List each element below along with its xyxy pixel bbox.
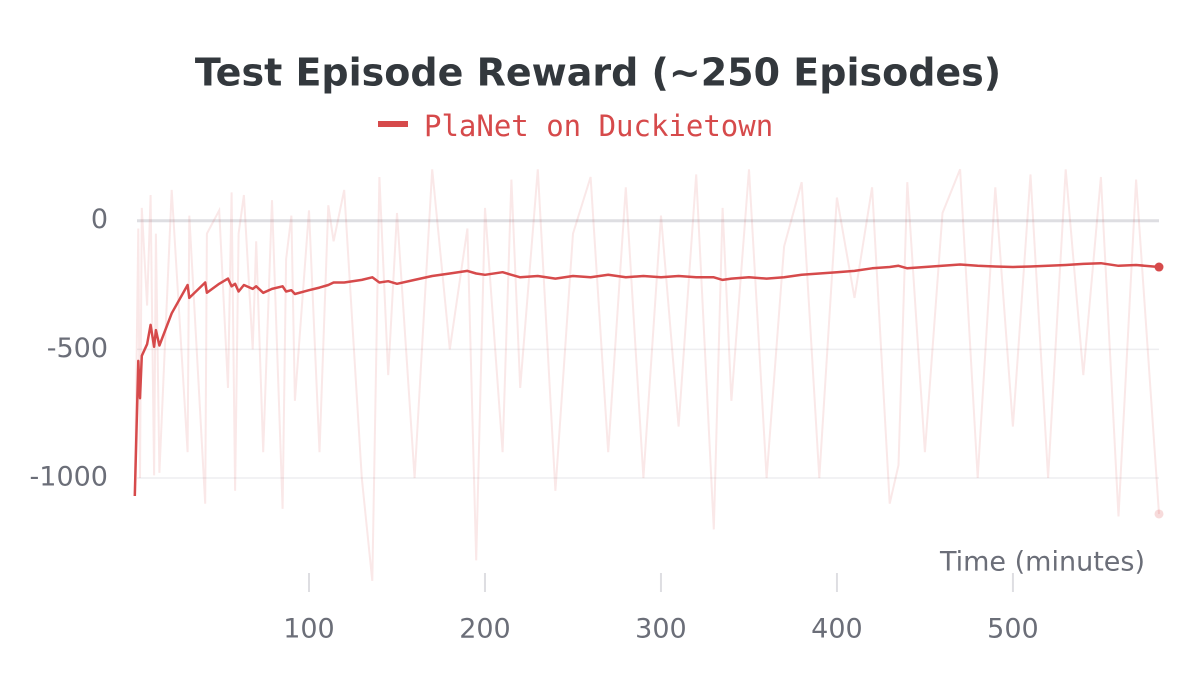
x-tick-label: 200	[459, 614, 511, 645]
x-tick-label: 400	[811, 614, 863, 645]
x-tick-label: 300	[635, 614, 687, 645]
x-tick-label: 100	[283, 614, 335, 645]
smoothed-line	[133, 261, 1160, 497]
x-axis-label: Time (minutes)	[939, 547, 1145, 578]
raw-end-point	[1154, 509, 1164, 519]
raw-line	[133, 168, 1160, 582]
end-point	[1154, 262, 1164, 272]
y-tick-label: 0	[91, 204, 108, 235]
legend-label: PlaNet on Duckietown	[424, 109, 773, 143]
x-tick-label: 500	[987, 614, 1039, 645]
chart-title: Test Episode Reward (~250 Episodes)	[195, 51, 1001, 95]
y-tick-label: -1000	[30, 461, 108, 492]
y-tick-label: -500	[47, 333, 108, 364]
